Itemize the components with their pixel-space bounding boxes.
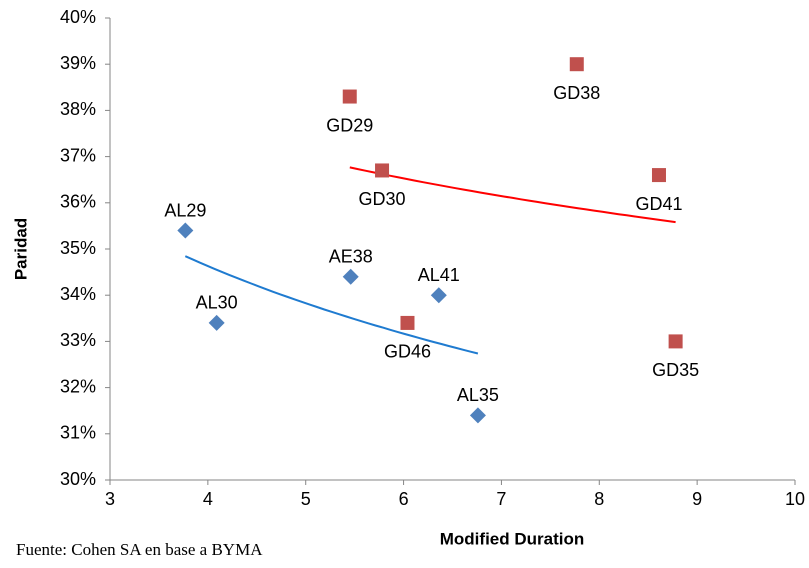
- point: [342, 268, 359, 285]
- x-axis-label: Modified Duration: [440, 529, 584, 548]
- source-note: Fuente: Cohen SA en base a BYMA: [16, 540, 263, 559]
- point: [569, 57, 584, 72]
- x-tick-label: 4: [203, 489, 213, 509]
- x-tick-label: 6: [399, 489, 409, 509]
- x-tick-label: 3: [105, 489, 115, 509]
- y-tick-label: 36%: [60, 192, 96, 212]
- point-label: GD46: [384, 342, 431, 362]
- y-tick-label: 38%: [60, 99, 96, 119]
- y-tick-label: 37%: [60, 145, 96, 165]
- point: [375, 163, 390, 178]
- point-label: GD29: [326, 115, 373, 135]
- y-tick-label: 31%: [60, 423, 96, 443]
- point: [651, 168, 666, 183]
- point-label: AL30: [196, 293, 238, 313]
- x-tick-label: 7: [496, 489, 506, 509]
- point-label: AL35: [457, 385, 499, 405]
- y-tick-label: 40%: [60, 7, 96, 27]
- point-label: GD41: [635, 194, 682, 214]
- y-tick-label: 33%: [60, 330, 96, 350]
- point: [469, 407, 486, 424]
- point: [400, 315, 415, 330]
- point-label: AL29: [164, 200, 206, 220]
- point: [342, 89, 357, 104]
- point-label: AL41: [418, 265, 460, 285]
- point: [668, 334, 683, 349]
- x-tick-label: 10: [785, 489, 805, 509]
- y-tick-label: 34%: [60, 284, 96, 304]
- y-axis-label: Paridad: [11, 218, 30, 280]
- point-label: GD30: [359, 189, 406, 209]
- point-label: GD38: [553, 83, 600, 103]
- x-tick-label: 8: [594, 489, 604, 509]
- point-label: GD35: [652, 360, 699, 380]
- point: [430, 287, 447, 304]
- trend-line: [349, 166, 676, 224]
- y-tick-label: 35%: [60, 238, 96, 258]
- y-tick-label: 30%: [60, 469, 96, 489]
- point: [177, 222, 194, 239]
- x-tick-label: 9: [692, 489, 702, 509]
- trend-line: [184, 255, 479, 355]
- point: [208, 314, 225, 331]
- x-tick-label: 5: [301, 489, 311, 509]
- y-tick-label: 39%: [60, 53, 96, 73]
- y-tick-label: 32%: [60, 376, 96, 396]
- point-label: AE38: [329, 246, 373, 266]
